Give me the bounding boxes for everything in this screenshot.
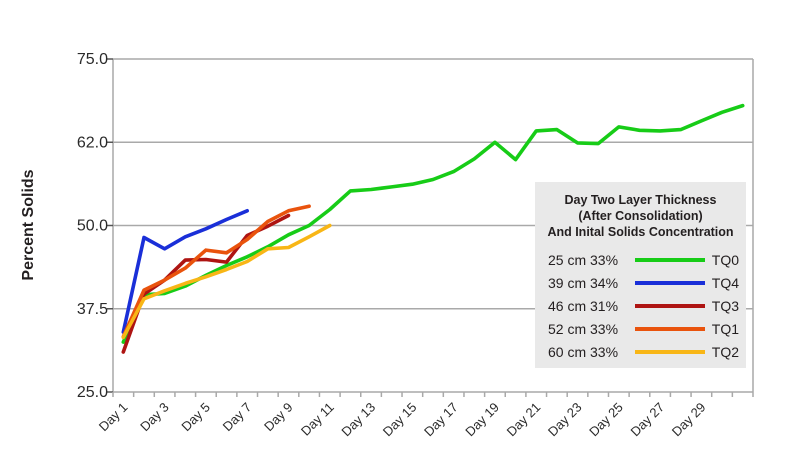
legend-entry-TQ3: 46 cm 31% TQ3 bbox=[535, 294, 746, 317]
legend-box: Day Two Layer Thickness (After Consolida… bbox=[535, 182, 746, 368]
x-tick-label: Day 23 bbox=[545, 400, 585, 440]
y-tick-label: 25.0 bbox=[77, 384, 108, 401]
legend-entry-label: 25 cm 33% bbox=[548, 251, 619, 268]
legend-series-name: TQ2 bbox=[711, 343, 739, 360]
x-tick-label: Day 15 bbox=[380, 400, 420, 440]
y-tick-label: 50.0 bbox=[77, 218, 108, 235]
legend-entry-label: 39 cm 34% bbox=[548, 274, 619, 291]
x-tick-label: Day 3 bbox=[137, 400, 172, 435]
legend-series-name: TQ1 bbox=[711, 320, 739, 337]
legend-title-line: (After Consolidation) bbox=[578, 209, 703, 223]
legend-entry-label: 52 cm 33% bbox=[548, 320, 619, 337]
x-tick-label: Day 7 bbox=[220, 400, 255, 435]
legend-title-line: And Inital Solids Concentration bbox=[547, 225, 734, 239]
y-tick-label: 75.0 bbox=[77, 51, 108, 68]
x-tick-label: Day 5 bbox=[178, 400, 213, 435]
legend-series-name: TQ0 bbox=[711, 251, 739, 268]
x-tick-label: Day 21 bbox=[504, 400, 544, 440]
x-tick-label: Day 1 bbox=[96, 400, 131, 435]
legend-entry-TQ1: 52 cm 33% TQ1 bbox=[535, 317, 746, 340]
y-tick-label: 62.0 bbox=[77, 134, 108, 151]
x-tick-label: Day 27 bbox=[627, 400, 667, 440]
x-axis-tick-labels: Day 1 Day 3 Day 5 Day 7 Day 9 Day 11 Day 13 Day… bbox=[96, 400, 709, 440]
legend-entries: 25 cm 33% TQ0 39 cm 34% TQ4 46 cm 31% TQ3 52 c… bbox=[535, 248, 746, 363]
series-line-TQ4 bbox=[121, 209, 249, 334]
legend-entry-TQ2: 60 cm 33% TQ2 bbox=[535, 340, 746, 363]
legend-series-name: TQ3 bbox=[711, 297, 739, 314]
x-tick-label: Day 13 bbox=[338, 400, 378, 440]
series-line-TQ0 bbox=[121, 103, 745, 344]
series-line-TQ3 bbox=[121, 213, 291, 354]
x-tick-label: Day 19 bbox=[462, 400, 502, 440]
legend-color-swatch bbox=[635, 257, 705, 262]
y-axis-tick-labels: 75.0 62.0 50.0 37.5 25.0 bbox=[77, 51, 108, 401]
series-line-TQ1 bbox=[121, 204, 311, 339]
legend-color-swatch bbox=[635, 303, 705, 308]
legend-entry-TQ4: 39 cm 34% TQ4 bbox=[535, 271, 746, 294]
legend-color-swatch bbox=[635, 280, 705, 285]
x-tick-label: Day 29 bbox=[669, 400, 709, 440]
y-axis-title: Percent Solids bbox=[20, 169, 37, 280]
legend-color-swatch bbox=[635, 349, 705, 354]
legend-entry-label: 60 cm 33% bbox=[548, 343, 619, 360]
legend-entry-TQ0: 25 cm 33% TQ0 bbox=[535, 248, 746, 271]
legend-entry-label: 46 cm 31% bbox=[548, 297, 619, 314]
x-tick-label: Day 25 bbox=[586, 400, 626, 440]
axis-ticks bbox=[107, 58, 754, 397]
legend-series-name: TQ4 bbox=[711, 274, 739, 291]
y-tick-label: 37.5 bbox=[77, 301, 108, 318]
legend-title: Day Two Layer Thickness (After Consolida… bbox=[535, 192, 746, 240]
legend-title-line: Day Two Layer Thickness bbox=[564, 193, 717, 207]
data-series-lines bbox=[121, 103, 745, 354]
legend-color-swatch bbox=[635, 326, 705, 331]
x-tick-label: Day 17 bbox=[421, 400, 461, 440]
series-line-TQ2 bbox=[121, 223, 332, 340]
x-tick-label: Day 9 bbox=[261, 400, 296, 435]
x-tick-label: Day 11 bbox=[298, 400, 337, 439]
